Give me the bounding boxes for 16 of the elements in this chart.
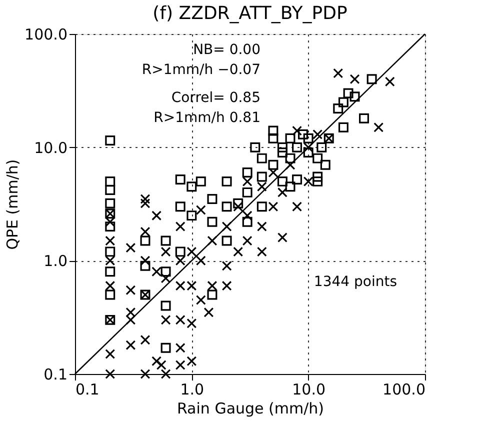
x-tick-label: 10.0 — [292, 380, 326, 398]
x-tick-label: 1.0 — [180, 380, 204, 398]
y-axis-title: QPE (mm/h) — [4, 159, 22, 250]
annotation: R>1mm/h −0.07 — [142, 62, 260, 78]
annotation: NB= 0.00 — [193, 42, 260, 58]
annotation: Correl= 0.85 — [171, 90, 260, 106]
y-tick-label: 1.0 — [44, 252, 68, 270]
x-tick-label: 0.1 — [76, 380, 100, 398]
chart-title: (f) ZZDR_ATT_BY_PDP — [152, 3, 348, 24]
x-tick-label: 100.0 — [382, 380, 426, 398]
y-tick-label: 100.0 — [24, 26, 68, 44]
annotation: R>1mm/h 0.81 — [154, 110, 260, 126]
x-axis-title: Rain Gauge (mm/h) — [176, 400, 324, 418]
annotation: 1344 points — [314, 274, 397, 290]
y-tick-label: 0.1 — [44, 366, 68, 384]
y-tick-label: 10.0 — [34, 138, 68, 157]
